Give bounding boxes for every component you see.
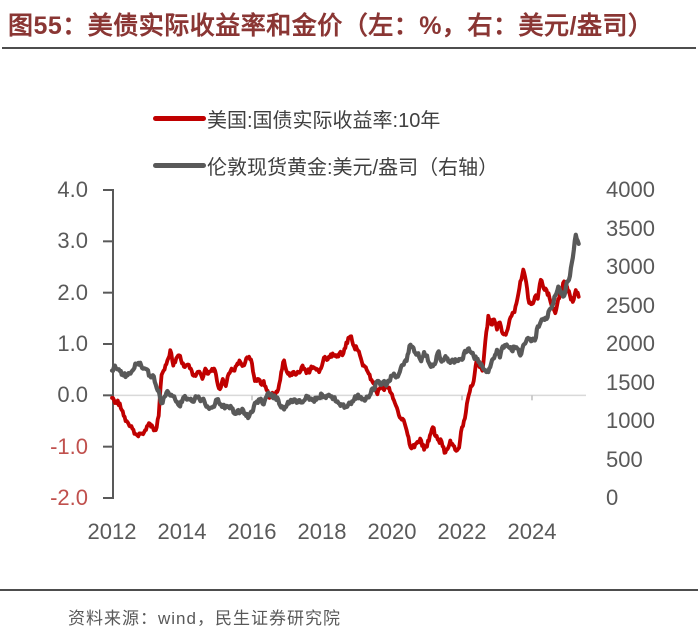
legend-label-yield: 美国:国债实际收益率:10年 [207,109,441,132]
right-axis-tick-label: 2000 [606,331,655,356]
right-axis-tick-label: 3000 [606,254,655,279]
x-axis-tick-label: 2016 [227,519,277,544]
gold-line-swatch [153,162,206,168]
series-line-yield [110,267,581,455]
x-axis-tick-label: 2020 [367,519,417,544]
series-line-gold [109,232,581,421]
x-axis-tick-label: 2014 [157,519,207,544]
x-axis-tick-label: 2012 [87,519,137,544]
footer-divider [0,589,698,591]
left-axis-tick-label: -1.0 [50,433,88,459]
x-axis-tick-label: 2024 [507,519,557,544]
x-axis-tick-label: 2018 [297,519,347,544]
right-axis-tick-label: 2500 [606,292,655,318]
title-divider [2,47,696,49]
left-axis-tick-label: -2.0 [50,485,88,510]
x-axis-tick-label: 2022 [437,519,487,544]
right-axis-tick-label: 3500 [606,215,655,241]
right-axis-tick-label: 500 [606,446,643,472]
right-axis-tick-label: 1500 [606,369,655,395]
legend-item-yield: 美国:国债实际收益率:10年 [153,105,441,132]
figure-title: 图55：美债实际收益率和金价（左：%，右：美元/盎司） [8,12,654,40]
yield-line-swatch [153,115,206,121]
right-axis-tick-label: 1000 [606,408,655,433]
right-axis-tick-label: 0 [606,485,619,510]
legend-label-gold: 伦敦现货黄金:美元/盎司（右轴） [207,156,499,179]
right-axis-tick-label: 4000 [606,177,655,202]
left-axis-tick-label: 3.0 [57,228,88,254]
legend-item-gold: 伦敦现货黄金:美元/盎司（右轴） [153,152,499,179]
left-axis-tick-label: 2.0 [57,279,88,305]
source-note: 资料来源：wind，民生证券研究院 [68,609,341,628]
left-axis-tick-label: 0.0 [57,382,88,408]
left-axis-tick-label: 1.0 [57,331,88,356]
left-axis-tick-label: 4.0 [57,177,88,202]
